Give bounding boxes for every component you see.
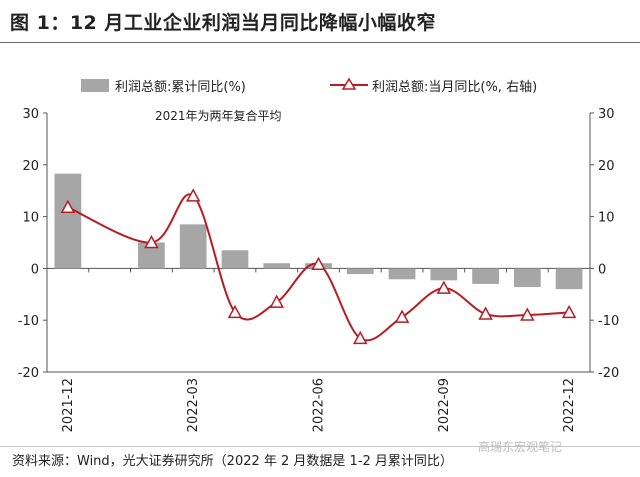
marker-monthly-2022-05	[269, 294, 284, 308]
marker-monthly-2022-11	[520, 307, 535, 321]
figure-title: 图 1：12 月工业企业利润当月同比降幅小幅收窄	[10, 12, 436, 34]
marker-monthly-2022-10	[478, 306, 493, 320]
x-tick-label: 2022-12	[562, 378, 577, 432]
right-tick-label: 10	[598, 211, 615, 226]
marker-monthly-2022-08	[394, 309, 410, 323]
left-tick-label: -10	[18, 314, 39, 329]
chart-annotation: 2021年为两年复合平均	[155, 108, 282, 123]
plot-area: 30 20 10 0 -10 -20 30 20 10 0 -10 -20 2021-12 2022-03…	[18, 107, 619, 432]
bar-cumulative-2022-07	[346, 268, 374, 275]
x-tick-label: 2021-12	[61, 378, 76, 432]
right-tick-label: 0	[598, 262, 606, 277]
left-tick-label: 20	[22, 159, 39, 174]
bar-cumulative-2022-10	[472, 268, 499, 284]
bar-cumulative-2022-11	[513, 268, 541, 288]
marker-monthly-2022-12	[561, 304, 577, 319]
right-tick-label: -20	[598, 366, 619, 381]
left-tick-label: 10	[22, 211, 39, 226]
title-divider	[0, 42, 640, 43]
bar-cumulative-2021-12	[54, 173, 82, 269]
marker-monthly-2022-04	[227, 304, 243, 319]
legend-triangle-marker	[341, 77, 357, 90]
bar-cumulative-2022-05	[263, 263, 291, 269]
right-tick-label: 20	[598, 159, 615, 174]
marker-monthly-2022-03	[185, 188, 201, 202]
right-tick-label: -10	[598, 314, 619, 329]
marker-monthly-2022-06	[311, 256, 326, 271]
bar-cumulative-2022-04	[221, 250, 249, 269]
marker-monthly-2022-02	[144, 234, 159, 249]
marker-monthly-2022-07	[353, 330, 368, 345]
left-tick-label: -20	[18, 366, 39, 381]
watermark: 高瑞东宏观笔记	[478, 440, 563, 454]
footer-divider	[0, 446, 640, 447]
bar-cumulative-2022-12	[555, 268, 583, 290]
legend: 利润总额:累计同比(%) 利润总额:当月同比(%, 右轴)	[81, 77, 537, 95]
right-tick-label: 30	[598, 107, 615, 122]
marker-monthly-2022-09	[436, 280, 452, 294]
x-tick-label: 2022-09	[437, 378, 452, 432]
left-tick-label: 0	[31, 262, 39, 277]
legend-bar-label: 利润总额:累计同比(%)	[115, 80, 246, 95]
source-note: 资料来源：Wind，光大证券研究所（2022 年 2 月数据是 1-2 月累计同…	[12, 454, 453, 469]
marker-monthly-2021-12	[60, 199, 76, 214]
legend-line-label: 利润总额:当月同比(%, 右轴)	[372, 80, 537, 95]
bar-cumulative-2022-08	[388, 268, 416, 280]
x-tick-label: 2022-06	[312, 378, 327, 432]
x-tick-label: 2022-03	[186, 378, 201, 432]
left-tick-label: 30	[22, 107, 39, 122]
legend-bar-swatch	[81, 79, 109, 92]
bar-cumulative-2022-09	[430, 268, 458, 281]
bar-cumulative-2022-03	[179, 224, 207, 269]
